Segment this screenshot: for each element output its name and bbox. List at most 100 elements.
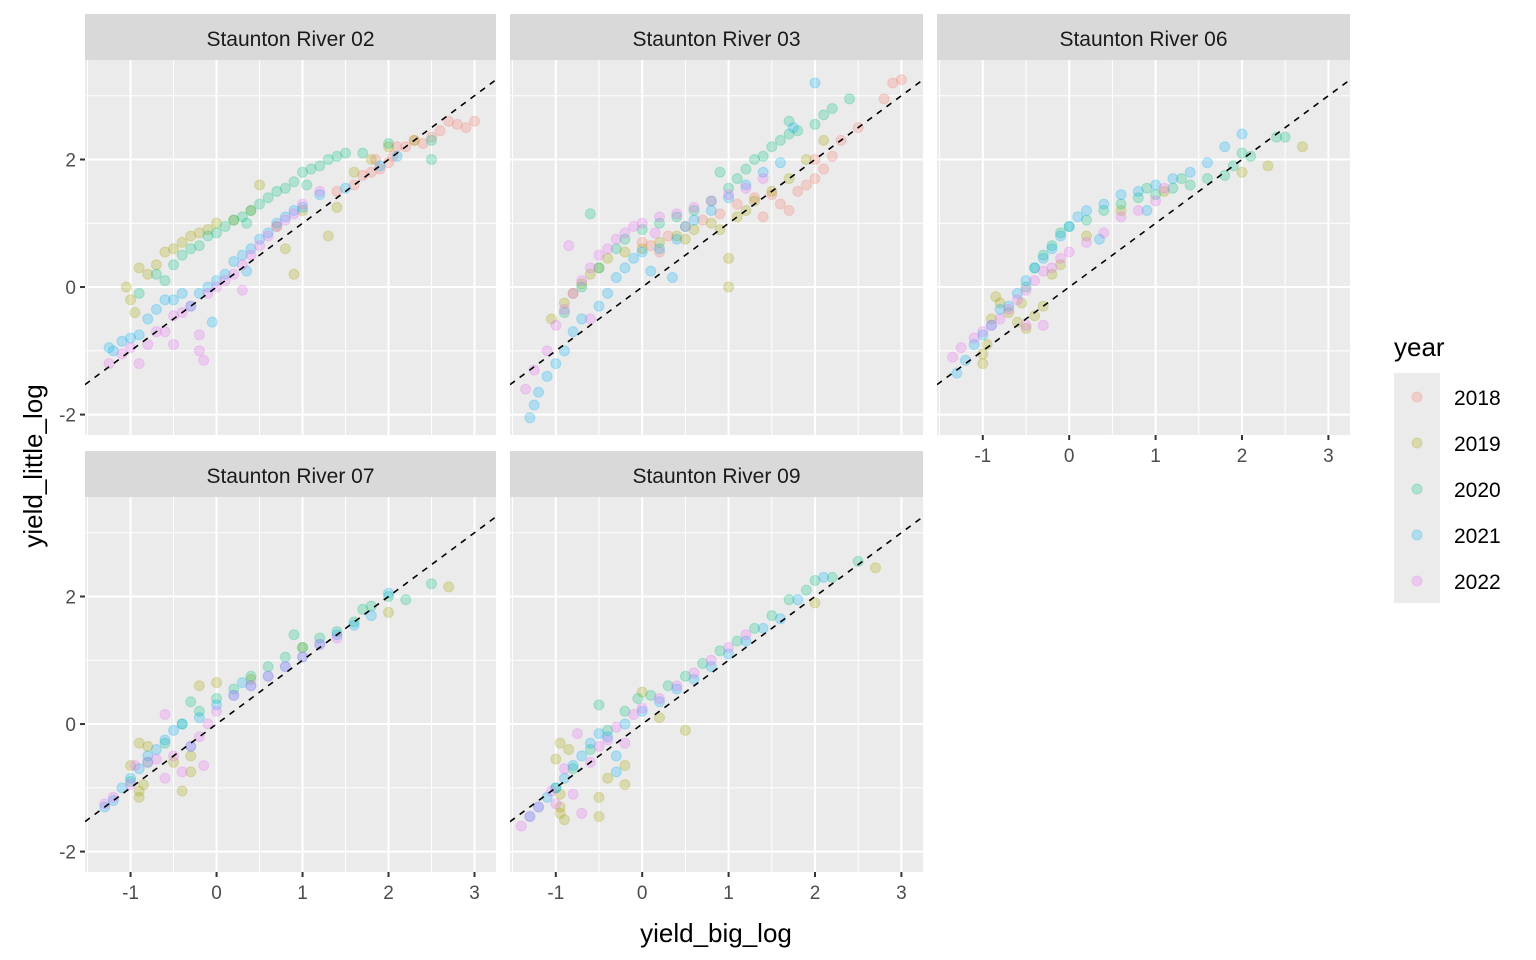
points-group <box>515 555 881 832</box>
data-point-2022 <box>1029 275 1041 287</box>
data-point-2020 <box>142 756 154 768</box>
data-point-2021 <box>125 332 137 344</box>
data-point-2021 <box>116 782 128 794</box>
data-point-2018 <box>766 189 778 201</box>
facet-strip-label: Staunton River 06 <box>1059 28 1227 51</box>
data-point-2020 <box>301 179 313 191</box>
data-point-2022 <box>1150 195 1162 207</box>
data-point-2022 <box>297 651 309 663</box>
x-tick-label: 3 <box>469 883 480 904</box>
data-point-2021 <box>723 648 735 660</box>
points-group <box>99 578 455 813</box>
data-point-2018 <box>469 115 481 127</box>
data-point-2020 <box>1279 131 1291 143</box>
data-point-2022 <box>740 629 752 641</box>
data-point-2021 <box>636 705 648 717</box>
facet-strip <box>510 451 923 497</box>
data-point-2019 <box>288 268 300 280</box>
data-point-2019 <box>671 230 683 242</box>
data-point-2019 <box>142 268 154 280</box>
data-point-2022 <box>994 313 1006 325</box>
data-point-2020 <box>305 163 317 175</box>
data-point-2020 <box>279 182 291 194</box>
data-point-2020 <box>740 163 752 175</box>
data-point-2020 <box>228 683 240 695</box>
reference-line-1to1 <box>85 79 496 386</box>
data-point-2021 <box>550 358 562 370</box>
data-point-2020 <box>645 689 657 701</box>
data-point-2022 <box>1011 294 1023 306</box>
data-point-2018 <box>774 198 786 210</box>
data-point-2022 <box>757 173 769 185</box>
legend-label: 2020 <box>1454 479 1501 502</box>
data-point-2022 <box>524 811 536 823</box>
y-tick-label: 0 <box>65 278 76 299</box>
data-point-2020 <box>314 632 326 644</box>
data-point-2019 <box>1296 141 1308 153</box>
data-point-2020 <box>133 287 145 299</box>
data-point-2020 <box>1063 220 1075 232</box>
data-point-2022 <box>1055 252 1067 264</box>
data-point-2022 <box>584 313 596 325</box>
data-point-2020 <box>1141 182 1153 194</box>
data-point-2021 <box>340 182 352 194</box>
y-tick-label: 2 <box>65 150 76 171</box>
data-point-2021 <box>150 744 162 756</box>
data-point-2020 <box>125 775 137 787</box>
data-point-2021 <box>211 275 223 287</box>
data-point-2021 <box>1167 173 1179 185</box>
data-point-2019 <box>602 772 614 784</box>
data-point-2019 <box>688 224 700 236</box>
data-point-2021 <box>1141 205 1153 217</box>
data-point-2019 <box>593 791 605 803</box>
data-point-2020 <box>245 670 257 682</box>
panel-background <box>510 60 923 435</box>
data-point-2019 <box>271 220 283 232</box>
panels-layer: Staunton River 02 -2 0 2 Staunton River 03 St… <box>59 14 1350 904</box>
data-point-2022 <box>977 326 989 338</box>
data-point-2021 <box>133 763 145 775</box>
data-point-2019 <box>1236 166 1248 178</box>
data-point-2020 <box>340 147 352 159</box>
facet-strip-label: Staunton River 02 <box>206 28 374 51</box>
data-point-2020 <box>731 635 743 647</box>
data-point-2022 <box>129 759 141 771</box>
x-tick-label: 0 <box>211 883 222 904</box>
data-point-2018 <box>749 192 761 204</box>
data-point-2021 <box>206 316 218 328</box>
facet-panel: Staunton River 03 <box>510 14 923 435</box>
data-point-2019 <box>185 766 197 778</box>
data-point-2019 <box>120 281 132 293</box>
data-point-2020 <box>826 102 838 114</box>
x-axis-title: yield_big_log <box>640 918 792 948</box>
data-point-2022 <box>1037 265 1049 277</box>
data-point-2019 <box>800 153 812 165</box>
data-point-2022 <box>1132 205 1144 217</box>
data-point-2020 <box>1176 173 1188 185</box>
data-point-2018 <box>645 240 657 252</box>
data-point-2021 <box>125 772 137 784</box>
data-point-2020 <box>792 125 804 137</box>
data-point-2021 <box>1011 287 1023 299</box>
data-point-2022 <box>271 220 283 232</box>
data-point-2019 <box>383 141 395 153</box>
data-point-2022 <box>262 230 274 242</box>
reference-line-1to1 <box>937 79 1350 386</box>
data-point-2022 <box>619 227 631 239</box>
data-point-2019 <box>576 278 588 290</box>
x-tick-label: 3 <box>1323 446 1334 467</box>
data-point-2020 <box>679 670 691 682</box>
data-point-2021 <box>193 712 205 724</box>
x-tick-label: 2 <box>810 883 821 904</box>
data-point-2021 <box>524 811 536 823</box>
legend-title: year <box>1394 332 1445 362</box>
data-point-2020 <box>1055 227 1067 239</box>
data-point-2021 <box>228 256 240 268</box>
data-point-2021 <box>1029 262 1041 274</box>
data-point-2021 <box>219 268 231 280</box>
data-point-2020 <box>331 150 343 162</box>
data-point-2019 <box>125 294 137 306</box>
data-point-2021 <box>1055 230 1067 242</box>
data-point-2022 <box>688 667 700 679</box>
data-point-2020 <box>636 224 648 236</box>
